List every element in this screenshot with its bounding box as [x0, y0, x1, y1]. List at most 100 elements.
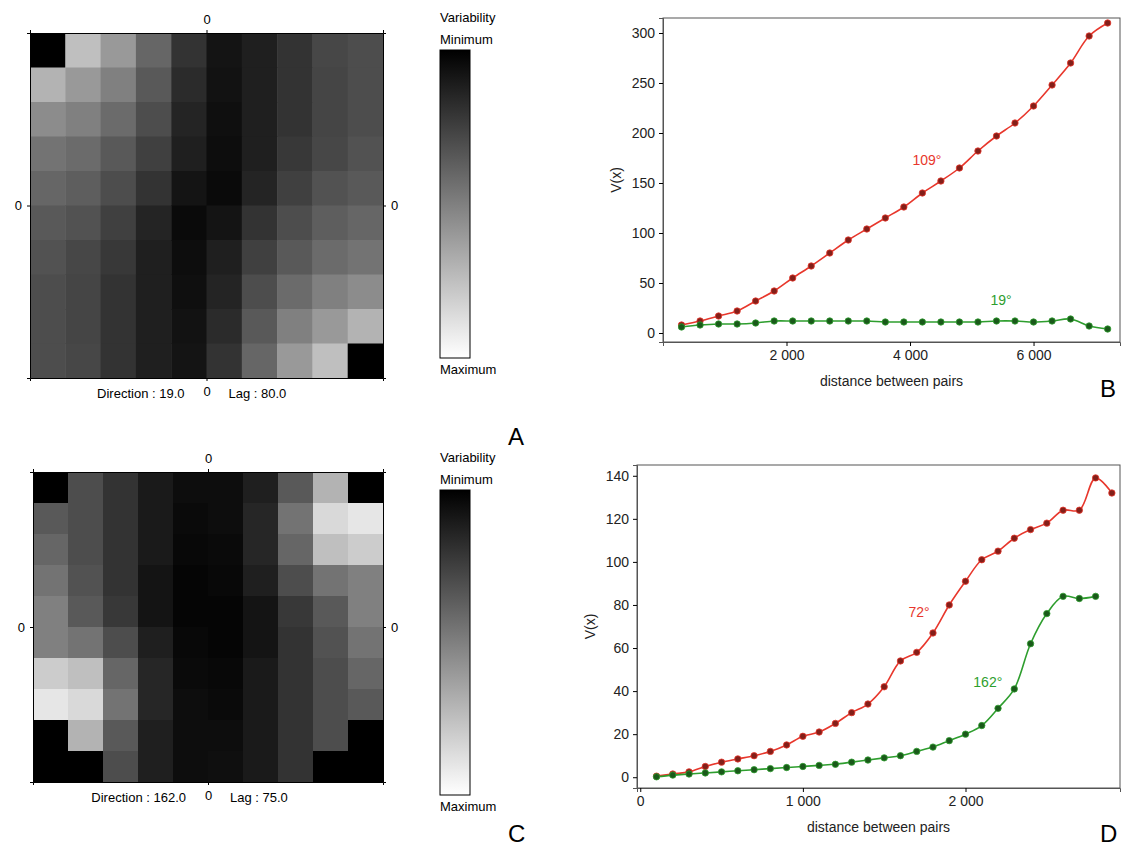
point: [1027, 641, 1033, 647]
y-axis-right: 0: [383, 473, 398, 783]
cell: [242, 68, 278, 103]
cell: [348, 240, 383, 275]
cell: [103, 689, 139, 721]
point: [789, 275, 795, 281]
point: [995, 705, 1001, 711]
series-line: [682, 319, 1108, 329]
panel-letter: C: [508, 820, 525, 847]
axis-line: [34, 783, 384, 786]
cell: [278, 720, 314, 752]
point: [767, 765, 773, 771]
cell: [312, 309, 348, 344]
cell: [33, 627, 69, 659]
point: [752, 298, 758, 304]
tick-label: 100: [632, 225, 656, 241]
cell: [65, 33, 101, 68]
cell: [242, 344, 278, 379]
tick-mark: [1034, 342, 1035, 346]
point: [1067, 60, 1073, 66]
point: [1109, 490, 1115, 496]
tick-mark: [30, 627, 33, 628]
cell: [278, 627, 314, 659]
cell: [65, 137, 101, 172]
tick: 140: [606, 468, 637, 484]
cell: [30, 68, 66, 103]
point: [865, 757, 871, 763]
annotation: Direction : 19.0: [97, 386, 184, 401]
cell: [207, 171, 243, 206]
point: [816, 729, 822, 735]
tick-mark: [383, 206, 386, 207]
point: [735, 768, 741, 774]
plot-frame: [663, 18, 1120, 342]
cell: [242, 33, 278, 68]
tick: 300: [632, 25, 663, 41]
tick-label: 40: [613, 683, 629, 699]
point: [1104, 326, 1110, 332]
tick: 20: [613, 726, 637, 742]
cell: [312, 206, 348, 241]
point: [962, 578, 968, 584]
x-axis: 01 0002 000: [637, 788, 1121, 809]
cell: [348, 503, 383, 535]
tick-label: 4 000: [893, 347, 928, 363]
cell: [173, 565, 209, 597]
point: [1011, 535, 1017, 541]
cell: [68, 751, 104, 782]
point: [800, 733, 806, 739]
color-bar: [440, 50, 470, 358]
plot-area: [678, 20, 1111, 332]
tick-label: 0: [203, 12, 210, 27]
point: [771, 318, 777, 324]
cell: [277, 33, 313, 68]
cell: [312, 68, 348, 103]
cell: [138, 503, 174, 535]
cell: [242, 102, 278, 137]
cell: [243, 472, 279, 504]
tick-mark: [27, 206, 30, 207]
point: [735, 756, 741, 762]
cell: [208, 627, 244, 659]
point: [767, 748, 773, 754]
point: [1012, 318, 1018, 324]
point: [702, 763, 708, 769]
tick: 60: [613, 640, 637, 656]
cell: [312, 240, 348, 275]
panel-letter: D: [1100, 820, 1117, 847]
color-bar: [440, 490, 470, 795]
cell: [277, 309, 313, 344]
point: [783, 764, 789, 770]
tick-mark: [633, 691, 637, 692]
cell: [68, 565, 104, 597]
annotation: Lag : 80.0: [229, 386, 287, 401]
tick-label: 0: [637, 793, 645, 809]
cell: [173, 689, 209, 721]
point: [914, 649, 920, 655]
cell: [313, 751, 349, 782]
cell: [348, 565, 383, 597]
x-axis-bottom: 0: [34, 782, 384, 803]
cell: [207, 344, 243, 379]
cell: [348, 309, 383, 344]
cell: [242, 171, 278, 206]
cell: [242, 137, 278, 172]
cell: [103, 627, 139, 659]
cell: [101, 344, 137, 379]
cell: [278, 751, 314, 782]
cell: [208, 658, 244, 690]
cell: [171, 68, 207, 103]
tick-mark: [659, 283, 663, 284]
tick-mark: [633, 648, 637, 649]
point: [827, 318, 833, 324]
tick-mark: [208, 469, 209, 472]
cell: [348, 344, 383, 379]
tick: 250: [632, 75, 663, 91]
cell: [101, 137, 137, 172]
cell: [243, 596, 279, 628]
tick: 0: [203, 12, 210, 33]
cell: [208, 720, 244, 752]
tick-label: 0: [15, 198, 22, 213]
tick: 0: [637, 788, 645, 809]
point: [864, 226, 870, 232]
point: [832, 720, 838, 726]
